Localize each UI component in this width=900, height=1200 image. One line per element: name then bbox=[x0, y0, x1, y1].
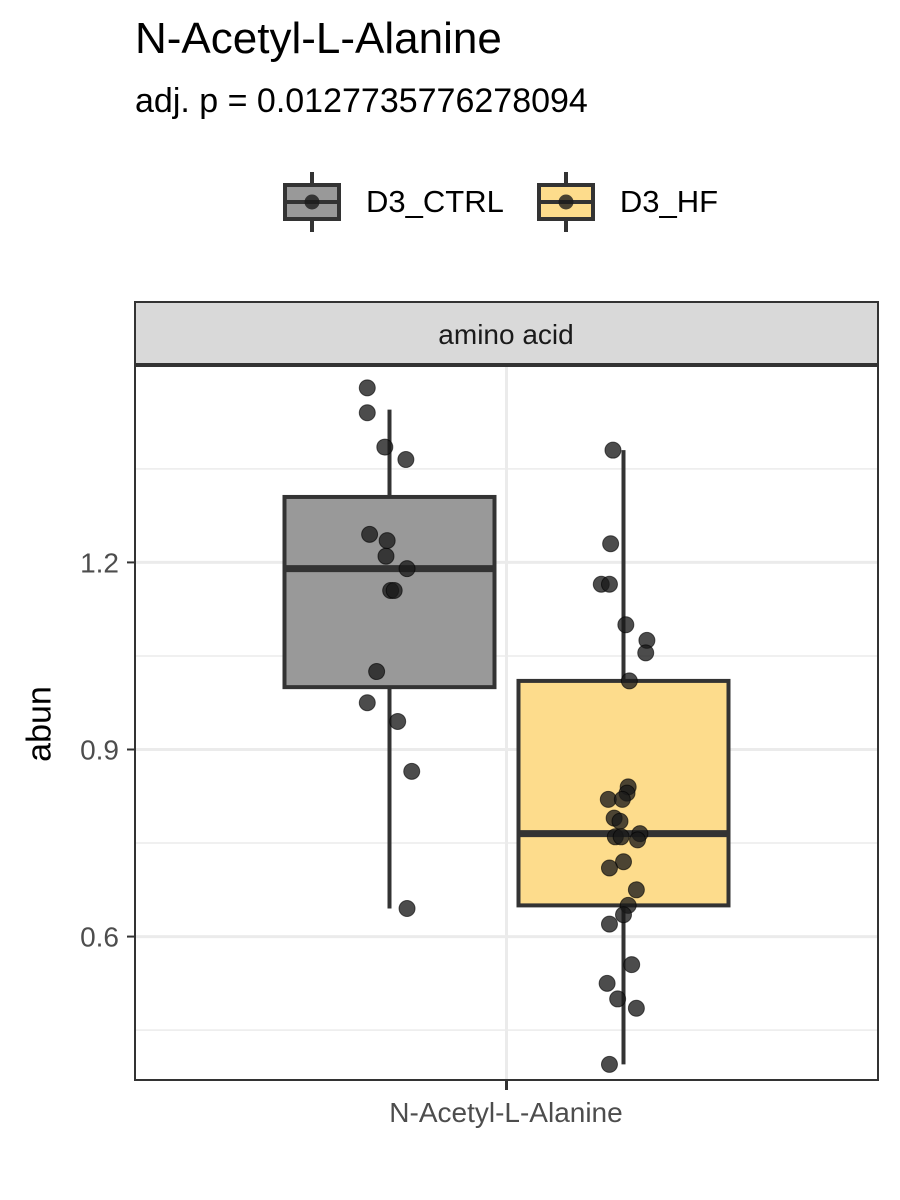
data-point-d3-hf bbox=[613, 790, 631, 808]
y-tick-label: 1.2 bbox=[80, 547, 119, 578]
data-point-d3-ctrl bbox=[397, 451, 415, 469]
data-point-d3-hf bbox=[602, 535, 620, 553]
data-point-d3-ctrl bbox=[398, 900, 416, 918]
data-point-d3-hf bbox=[600, 575, 618, 593]
facet-label: amino acid bbox=[438, 319, 573, 350]
grid-lines bbox=[135, 366, 878, 1080]
y-axis-label: abun bbox=[20, 686, 59, 762]
y-tick-label: 0.6 bbox=[80, 922, 119, 953]
data-point-d3-hf bbox=[600, 915, 618, 933]
data-point-d3-hf bbox=[600, 1055, 618, 1073]
data-point-d3-hf bbox=[612, 828, 630, 846]
data-point-d3-ctrl bbox=[398, 560, 416, 578]
facet-strip bbox=[134, 301, 879, 365]
data-point-d3-ctrl bbox=[403, 762, 421, 780]
data-point-d3-ctrl bbox=[361, 525, 379, 543]
data-point-d3-ctrl bbox=[358, 404, 376, 422]
data-point-d3-hf bbox=[620, 672, 638, 690]
data-point-d3-hf bbox=[623, 956, 641, 974]
data-point-d3-hf bbox=[598, 974, 616, 992]
y-tick-label: 0.9 bbox=[80, 735, 119, 766]
data-point-d3-ctrl bbox=[385, 581, 403, 599]
data-point-d3-hf bbox=[617, 616, 635, 634]
data-point-d3-hf bbox=[637, 644, 655, 662]
data-point-d3-hf bbox=[629, 831, 647, 849]
data-point-d3-hf bbox=[615, 906, 632, 924]
legend-label-hf: D3_HF bbox=[619, 184, 719, 219]
data-point-d3-ctrl bbox=[378, 532, 396, 550]
legend-item-ctrl: D3_CTRL bbox=[282, 172, 504, 232]
legend-item-hf: D3_HF bbox=[536, 172, 718, 232]
data-point-d3-hf bbox=[627, 881, 645, 899]
x-tick-label: N-Acetyl-L-Alanine bbox=[389, 1097, 622, 1128]
data-point-d3-hf bbox=[600, 859, 618, 877]
data-point-d3-ctrl bbox=[358, 694, 376, 712]
legend-label-ctrl: D3_CTRL bbox=[366, 184, 504, 219]
data-point-d3-ctrl bbox=[358, 379, 376, 397]
axes: 0.6 0.9 1.2 bbox=[80, 547, 508, 1090]
data-point-d3-ctrl bbox=[377, 547, 395, 565]
chart-title: N-Acetyl-L-Alanine bbox=[135, 14, 502, 63]
legend-key-hf bbox=[536, 172, 595, 232]
data-point-d3-hf bbox=[611, 812, 629, 830]
legend-key-ctrl bbox=[283, 172, 341, 232]
data-point-d3-ctrl bbox=[376, 438, 394, 456]
data-points bbox=[358, 379, 656, 1073]
data-point-d3-ctrl bbox=[389, 712, 407, 730]
legend: D3_CTRL D3_HF bbox=[282, 172, 750, 232]
data-point-d3-hf bbox=[609, 990, 627, 1008]
data-point-d3-hf bbox=[627, 999, 645, 1017]
chart-subtitle: adj. p = 0.0127735776278094 bbox=[135, 82, 588, 120]
data-point-d3-ctrl bbox=[368, 663, 386, 681]
data-point-d3-hf bbox=[604, 441, 622, 459]
data-point-d3-hf bbox=[615, 853, 632, 871]
